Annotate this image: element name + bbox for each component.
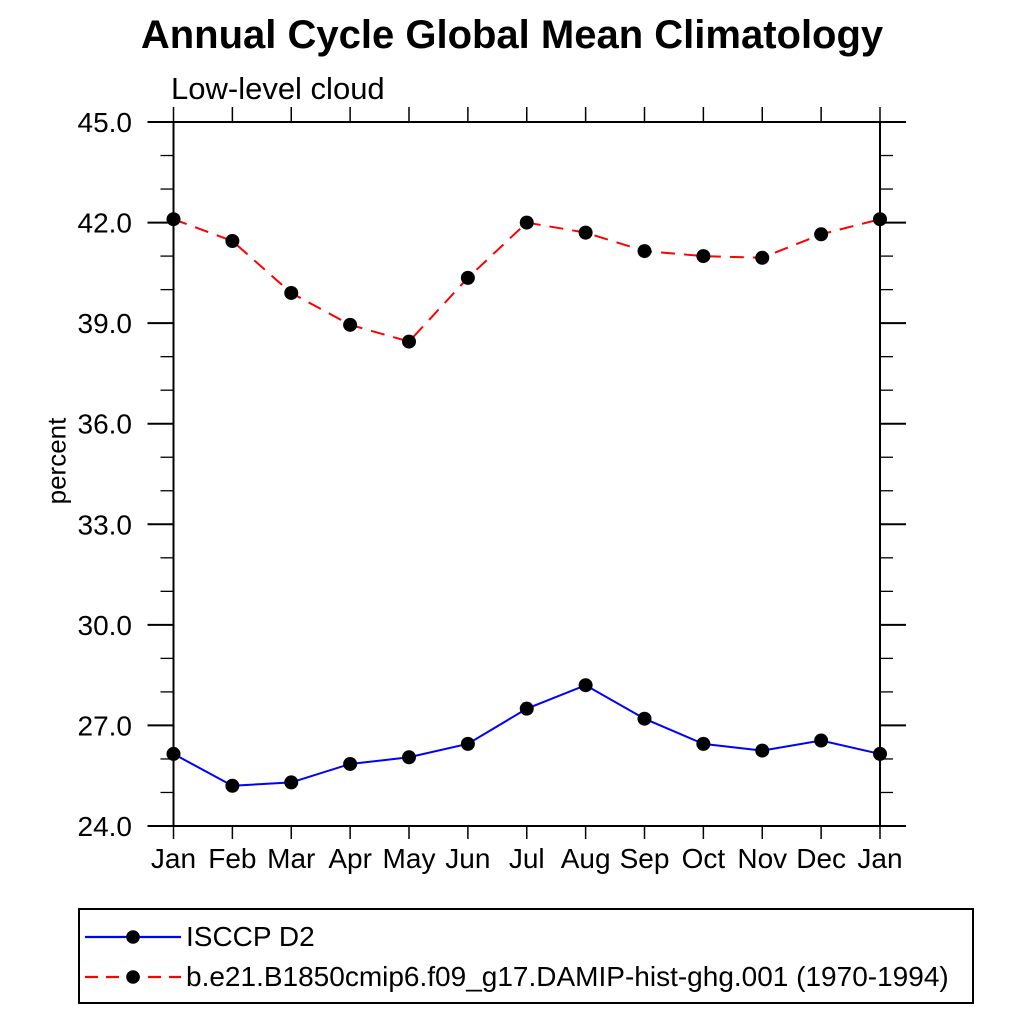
series-line-0 [173, 684, 881, 787]
data-point-marker-0 [696, 736, 711, 751]
data-point-marker-0 [873, 746, 887, 761]
data-point-marker-1 [755, 250, 770, 265]
chart-subtitle: Low-level cloud [171, 71, 385, 106]
chart-title: Annual Cycle Global Mean Climatology [140, 13, 884, 57]
legend-item-isccp: ISCCP D2 [82, 921, 315, 952]
legend-key-solid-line-icon [85, 930, 181, 944]
legend-item-model: b.e21.B1850cmip6.f09_g17.DAMIP-hist-ghg.… [82, 961, 949, 992]
data-point-marker-0 [814, 733, 829, 748]
x-tick-label: Nov [737, 843, 787, 874]
x-tick-label: Dec [796, 843, 846, 874]
x-tick-label: Jan [857, 843, 902, 874]
legend-box: ISCCP D2 b.e21.B1850cmip6.f09_g17.DAMIP-… [78, 908, 974, 1004]
x-tick-label: Feb [208, 843, 256, 874]
x-tick-label: Oct [682, 843, 726, 874]
data-point-marker-1 [578, 225, 593, 240]
x-tick-label: Jul [509, 843, 545, 874]
y-tick-label: 27.0 [78, 710, 133, 741]
legend-label-isccp: ISCCP D2 [186, 921, 315, 952]
y-tick-label: 45.0 [78, 107, 133, 138]
x-tick-label: Jan [151, 843, 196, 874]
x-tick-label: Apr [328, 843, 372, 874]
data-point-marker-1 [284, 285, 299, 300]
data-point-marker-1 [696, 249, 711, 264]
x-tick-label: Mar [267, 843, 315, 874]
data-point-marker-1 [814, 227, 829, 242]
y-tick-label: 42.0 [78, 208, 133, 239]
y-tick-label: 30.0 [78, 610, 133, 641]
data-point-marker-0 [578, 678, 593, 693]
data-point-marker-0 [343, 756, 358, 771]
data-point-marker-0 [402, 750, 416, 765]
series-line-1 [173, 218, 881, 343]
data-point-marker-1 [166, 212, 181, 227]
data-point-marker-0 [225, 778, 240, 793]
data-point-marker-1 [519, 215, 534, 230]
data-point-marker-0 [755, 743, 770, 758]
x-tick-label: Aug [561, 843, 611, 874]
data-point-marker-0 [460, 736, 475, 751]
y-tick-label: 36.0 [78, 409, 133, 440]
data-point-marker-0 [166, 746, 181, 761]
data-point-marker-1 [873, 212, 887, 227]
data-point-marker-1 [225, 234, 240, 249]
data-point-marker-0 [637, 711, 652, 726]
legend-label-model: b.e21.B1850cmip6.f09_g17.DAMIP-hist-ghg.… [186, 961, 949, 992]
data-point-marker-1 [343, 317, 358, 332]
x-tick-label: May [383, 843, 436, 874]
data-point-marker-0 [519, 701, 534, 716]
x-tick-label: Jun [445, 843, 490, 874]
data-point-marker-1 [460, 270, 475, 285]
data-point-marker-1 [402, 334, 416, 349]
data-point-marker-0 [284, 775, 299, 790]
y-tick-label: 39.0 [78, 308, 133, 339]
y-tick-label: 24.0 [78, 811, 133, 842]
y-tick-label: 33.0 [78, 509, 133, 540]
x-tick-label: Sep [620, 843, 670, 874]
legend-key-dashed-line-icon [85, 970, 181, 984]
data-point-marker-1 [637, 244, 652, 259]
